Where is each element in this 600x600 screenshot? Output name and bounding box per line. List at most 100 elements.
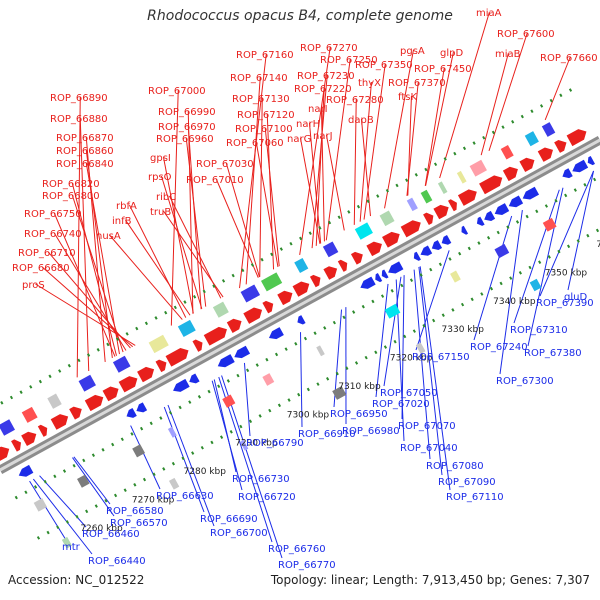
reverse-gene-shape [388, 261, 404, 274]
reverse-gene [375, 273, 383, 283]
bottom-label-leader [167, 404, 215, 527]
scale-tick-label: 7290 kbp [235, 439, 278, 449]
feature-box-middle [77, 474, 90, 488]
forward-gene-shape [262, 300, 274, 314]
forward-gene-shape [366, 241, 382, 257]
top-gene-label: ROP_66860 [56, 146, 114, 157]
forward-gene-shape [155, 359, 167, 373]
forward-gene-shape [69, 406, 82, 420]
reverse-gene-shape [173, 378, 190, 392]
feature-box-middle [262, 373, 275, 386]
feature-box-middle-shape [384, 303, 401, 319]
top-label-leader [359, 81, 372, 222]
feature-box-top-shape [21, 406, 38, 423]
top-gene-label: ROP_67600 [497, 29, 555, 40]
feature-box-top [379, 210, 395, 227]
feature-box-top-shape [500, 144, 514, 160]
forward-gene [366, 241, 382, 257]
top-gene-label: ROP_66820 [42, 179, 100, 190]
reverse-gene-shape [234, 345, 251, 359]
reverse-gene [484, 210, 496, 221]
scale-tick-label: 7320 kbp [390, 354, 433, 364]
forward-gene [262, 300, 274, 314]
top-label-leader [544, 56, 571, 121]
bottom-gene-label: gluD [564, 292, 587, 303]
feature-box-top-shape [177, 319, 196, 338]
forward-gene-shape [537, 147, 553, 162]
reverse-gene [522, 186, 540, 200]
bottom-gene-label: ROP_67310 [510, 325, 568, 336]
top-label-leader [109, 234, 183, 320]
top-label-leader [79, 117, 90, 371]
top-gene-label: ROP_67280 [326, 95, 384, 106]
bottom-gene-label: ROP_66770 [278, 560, 336, 571]
feature-box-top-shape [406, 197, 418, 212]
top-label-leader [308, 122, 322, 244]
feature-box-middle [316, 345, 325, 357]
feature-box-bottom-shape [61, 536, 72, 549]
scale-tick-label: 7280 kbp [184, 467, 227, 477]
top-label-leader [239, 53, 267, 289]
bottom-gene-label: ROP_67300 [496, 376, 554, 387]
bottom-gene-label: ROP_67380 [524, 348, 582, 359]
bottom-label-leader [413, 269, 431, 460]
feature-box-middle-shape [167, 426, 177, 438]
top-gene-label: ROP_67060 [226, 138, 284, 149]
top-label-leader [299, 46, 331, 256]
forward-gene [457, 189, 477, 206]
reverse-gene-shape [268, 327, 284, 340]
top-label-leader [315, 87, 325, 246]
label-leaders [29, 11, 595, 559]
reverse-gene-shape [587, 155, 595, 166]
bottom-gene-label: ROP_67080 [426, 461, 484, 472]
bottom-gene-label: ROP_67090 [438, 477, 496, 488]
top-label-leader [215, 178, 259, 278]
forward-gene-shape [323, 266, 338, 280]
top-gene-label: ROP_66800 [42, 191, 100, 202]
feature-box-top-shape [437, 181, 448, 195]
feature-rows [0, 87, 600, 549]
feature-box-top [0, 419, 15, 436]
bottom-gene-label: ROP_66730 [232, 474, 290, 485]
forward-gene [69, 406, 82, 420]
reverse-gene [217, 354, 235, 368]
forward-gene-shape [50, 414, 69, 430]
forward-gene [37, 424, 48, 437]
reverse-gene [381, 269, 389, 279]
bottom-gene-label: ROP_66760 [268, 544, 326, 555]
feature-box-top [240, 284, 261, 303]
bottom-gene-label: ROP_67070 [398, 421, 456, 432]
scale-tick-label: 7350 kbp [545, 268, 588, 278]
top-gene-label: ROP_67120 [237, 110, 295, 121]
feature-box-top-shape [469, 159, 487, 177]
feature-box-top [420, 189, 433, 204]
top-label-leader [187, 110, 194, 314]
top-label-leader [162, 156, 194, 314]
top-label-leader [384, 49, 414, 209]
top-gene-label: thyX [358, 78, 381, 89]
feature-box-middle-shape [494, 243, 510, 259]
bottom-label-leader [395, 279, 405, 442]
forward-gene-shape [448, 199, 457, 212]
forward-gene [479, 175, 503, 195]
top-gene-label: ftsK [398, 92, 417, 103]
feature-box-top-shape [260, 272, 283, 292]
top-label-leader [425, 51, 454, 186]
forward-gene-shape [192, 339, 203, 352]
feature-box-middle-shape [77, 474, 90, 488]
bottom-gene-label: ROP_67020 [372, 399, 430, 410]
bottom-gene-label: ROP_66460 [82, 529, 140, 540]
bottom-label-leader [130, 425, 161, 490]
feature-box-top-shape [47, 393, 62, 409]
top-label-leader [424, 67, 445, 186]
forward-gene [323, 266, 338, 280]
top-label-leader [128, 204, 187, 318]
top-label-leader [53, 212, 116, 357]
reverse-gene [297, 315, 306, 325]
top-label-leader [259, 97, 263, 277]
top-gene-label: ROP_66840 [56, 159, 114, 170]
feature-box-top [541, 122, 556, 137]
reverse-gene-shape [381, 269, 389, 279]
top-label-leader [160, 175, 203, 309]
